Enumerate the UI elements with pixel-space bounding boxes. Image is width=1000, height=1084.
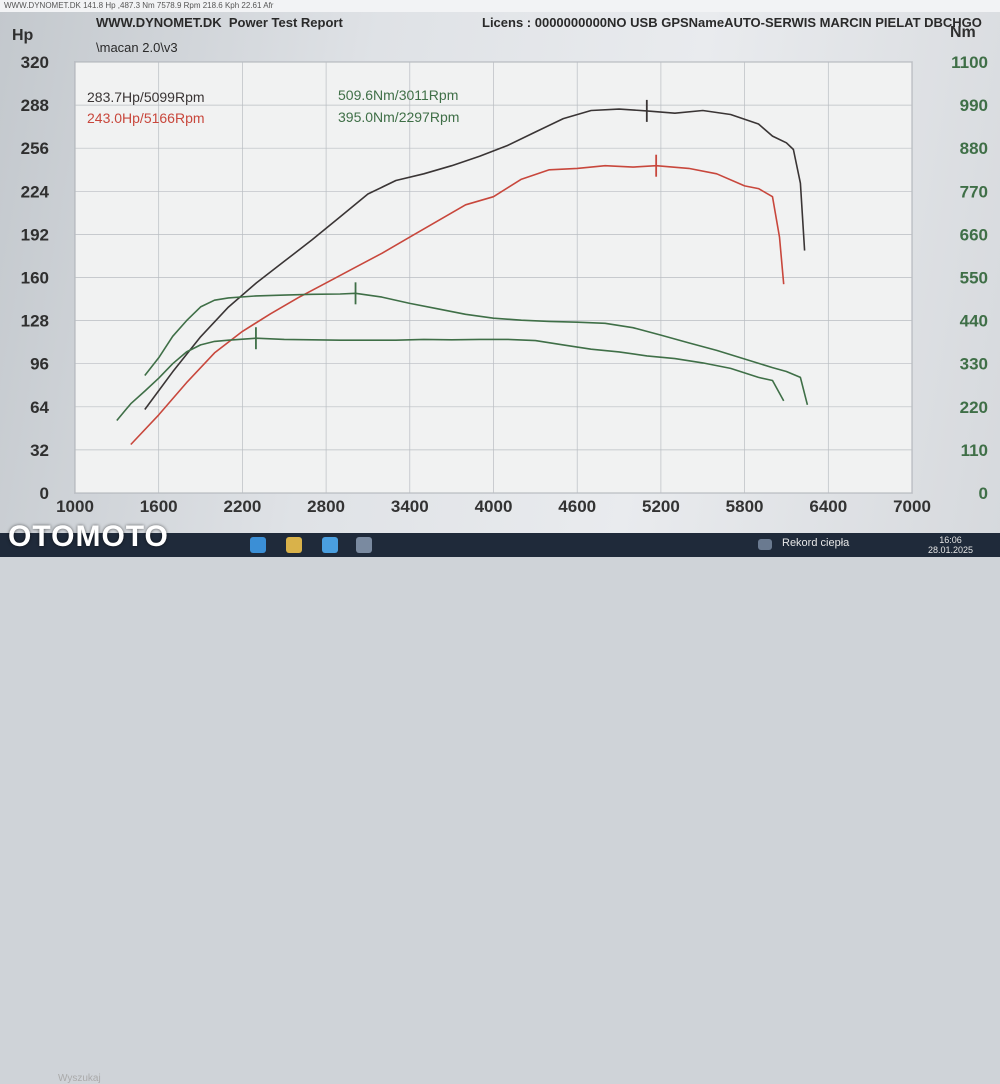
y-right-unit: Nm	[950, 24, 976, 41]
y-right-tick-label: 110	[961, 441, 988, 460]
report-title: Power Test Report	[228, 15, 343, 30]
taskbar-search[interactable]: Wyszukaj	[58, 1073, 101, 1084]
y-left-tick-label: 256	[21, 139, 49, 158]
y-right-tick-label: 770	[960, 182, 988, 201]
weather-icon	[758, 539, 772, 550]
peak-torque-before-label: 395.0Nm/2297Rpm	[338, 109, 459, 125]
x-tick-label: 5800	[726, 497, 764, 516]
torque-after-line	[144, 292, 809, 405]
power-before-line	[130, 164, 785, 446]
x-tick-label: 1000	[56, 497, 94, 516]
y-right-tick-label: 0	[979, 484, 988, 503]
x-tick-label: 7000	[893, 497, 931, 516]
x-tick-label: 6400	[809, 497, 847, 516]
y-left-tick-label: 32	[30, 441, 49, 460]
torque-before-line	[116, 337, 785, 422]
y-right-tick-label: 220	[960, 398, 988, 417]
app-icon[interactable]	[356, 537, 372, 553]
titlebar-readout: WWW.DYNOMET.DK 141.8 Hp ,487.3 Nm 7578.9…	[4, 1, 274, 10]
x-tick-label: 3400	[391, 497, 429, 516]
mail-icon[interactable]	[322, 537, 338, 553]
y-left-tick-label: 192	[21, 225, 49, 244]
y-left-tick-label: 224	[21, 182, 50, 201]
tray-status[interactable]: Rekord ciepła	[782, 537, 850, 549]
y-right-tick-label: 1100	[951, 53, 988, 72]
y-left-tick-label: 160	[21, 269, 49, 288]
site-text: WWW.DYNOMET.DK	[96, 15, 222, 30]
taskbar: Wyszukaj Rekord ciepła 16:06 28.01.2025	[0, 533, 1000, 1084]
license-text: Licens : 0000000000NO USB GPSNameAUTO-SE…	[482, 15, 982, 30]
y-right-tick-label: 550	[960, 269, 988, 288]
y-left-tick-label: 288	[21, 96, 49, 115]
y-right-tick-label: 440	[960, 312, 988, 331]
y-left-tick-label: 320	[21, 53, 49, 72]
y-left-tick-label: 0	[40, 484, 49, 503]
clock-date: 28.01.2025	[928, 545, 974, 555]
y-left-tick-label: 64	[30, 398, 49, 417]
peak-torque-after-label: 509.6Nm/3011Rpm	[338, 87, 458, 103]
x-tick-label: 5200	[642, 497, 680, 516]
y-right-tick-label: 880	[960, 139, 988, 158]
clock[interactable]: 16:06 28.01.2025	[928, 535, 973, 555]
y-right-tick-label: 990	[960, 96, 988, 115]
x-tick-label: 1600	[140, 497, 178, 516]
x-tick-label: 2800	[307, 497, 345, 516]
x-tick-label: 4600	[558, 497, 596, 516]
watermark-logo: OTOMOTO	[8, 520, 169, 553]
window-titlebar: WWW.DYNOMET.DK 141.8 Hp ,487.3 Nm 7578.9…	[0, 0, 1000, 12]
peak-power-after-label: 283.7Hp/5099Rpm	[87, 89, 205, 105]
dyno-chart: 1000 1600 2200 2800 3400 4000 4600 5200 5800 6400…	[21, 53, 988, 516]
y-left-tick-label: 128	[21, 312, 49, 331]
clock-time: 16:06	[939, 535, 962, 545]
y-left-unit: Hp	[12, 27, 34, 44]
x-tick-label: 2200	[223, 497, 261, 516]
file-label: \macan 2.0\v3	[96, 40, 178, 55]
y-left-tick-label: 96	[30, 355, 49, 374]
y-right-tick-label: 330	[960, 355, 988, 374]
x-tick-label: 4000	[475, 497, 513, 516]
y-right-tick-label: 660	[960, 225, 988, 244]
folder-icon[interactable]	[286, 537, 302, 553]
edge-icon[interactable]	[250, 537, 266, 553]
report-site: WWW.DYNOMET.DK Power Test Report	[96, 15, 343, 30]
power-after-line	[144, 108, 806, 410]
peak-power-before-label: 243.0Hp/5166Rpm	[87, 110, 205, 126]
